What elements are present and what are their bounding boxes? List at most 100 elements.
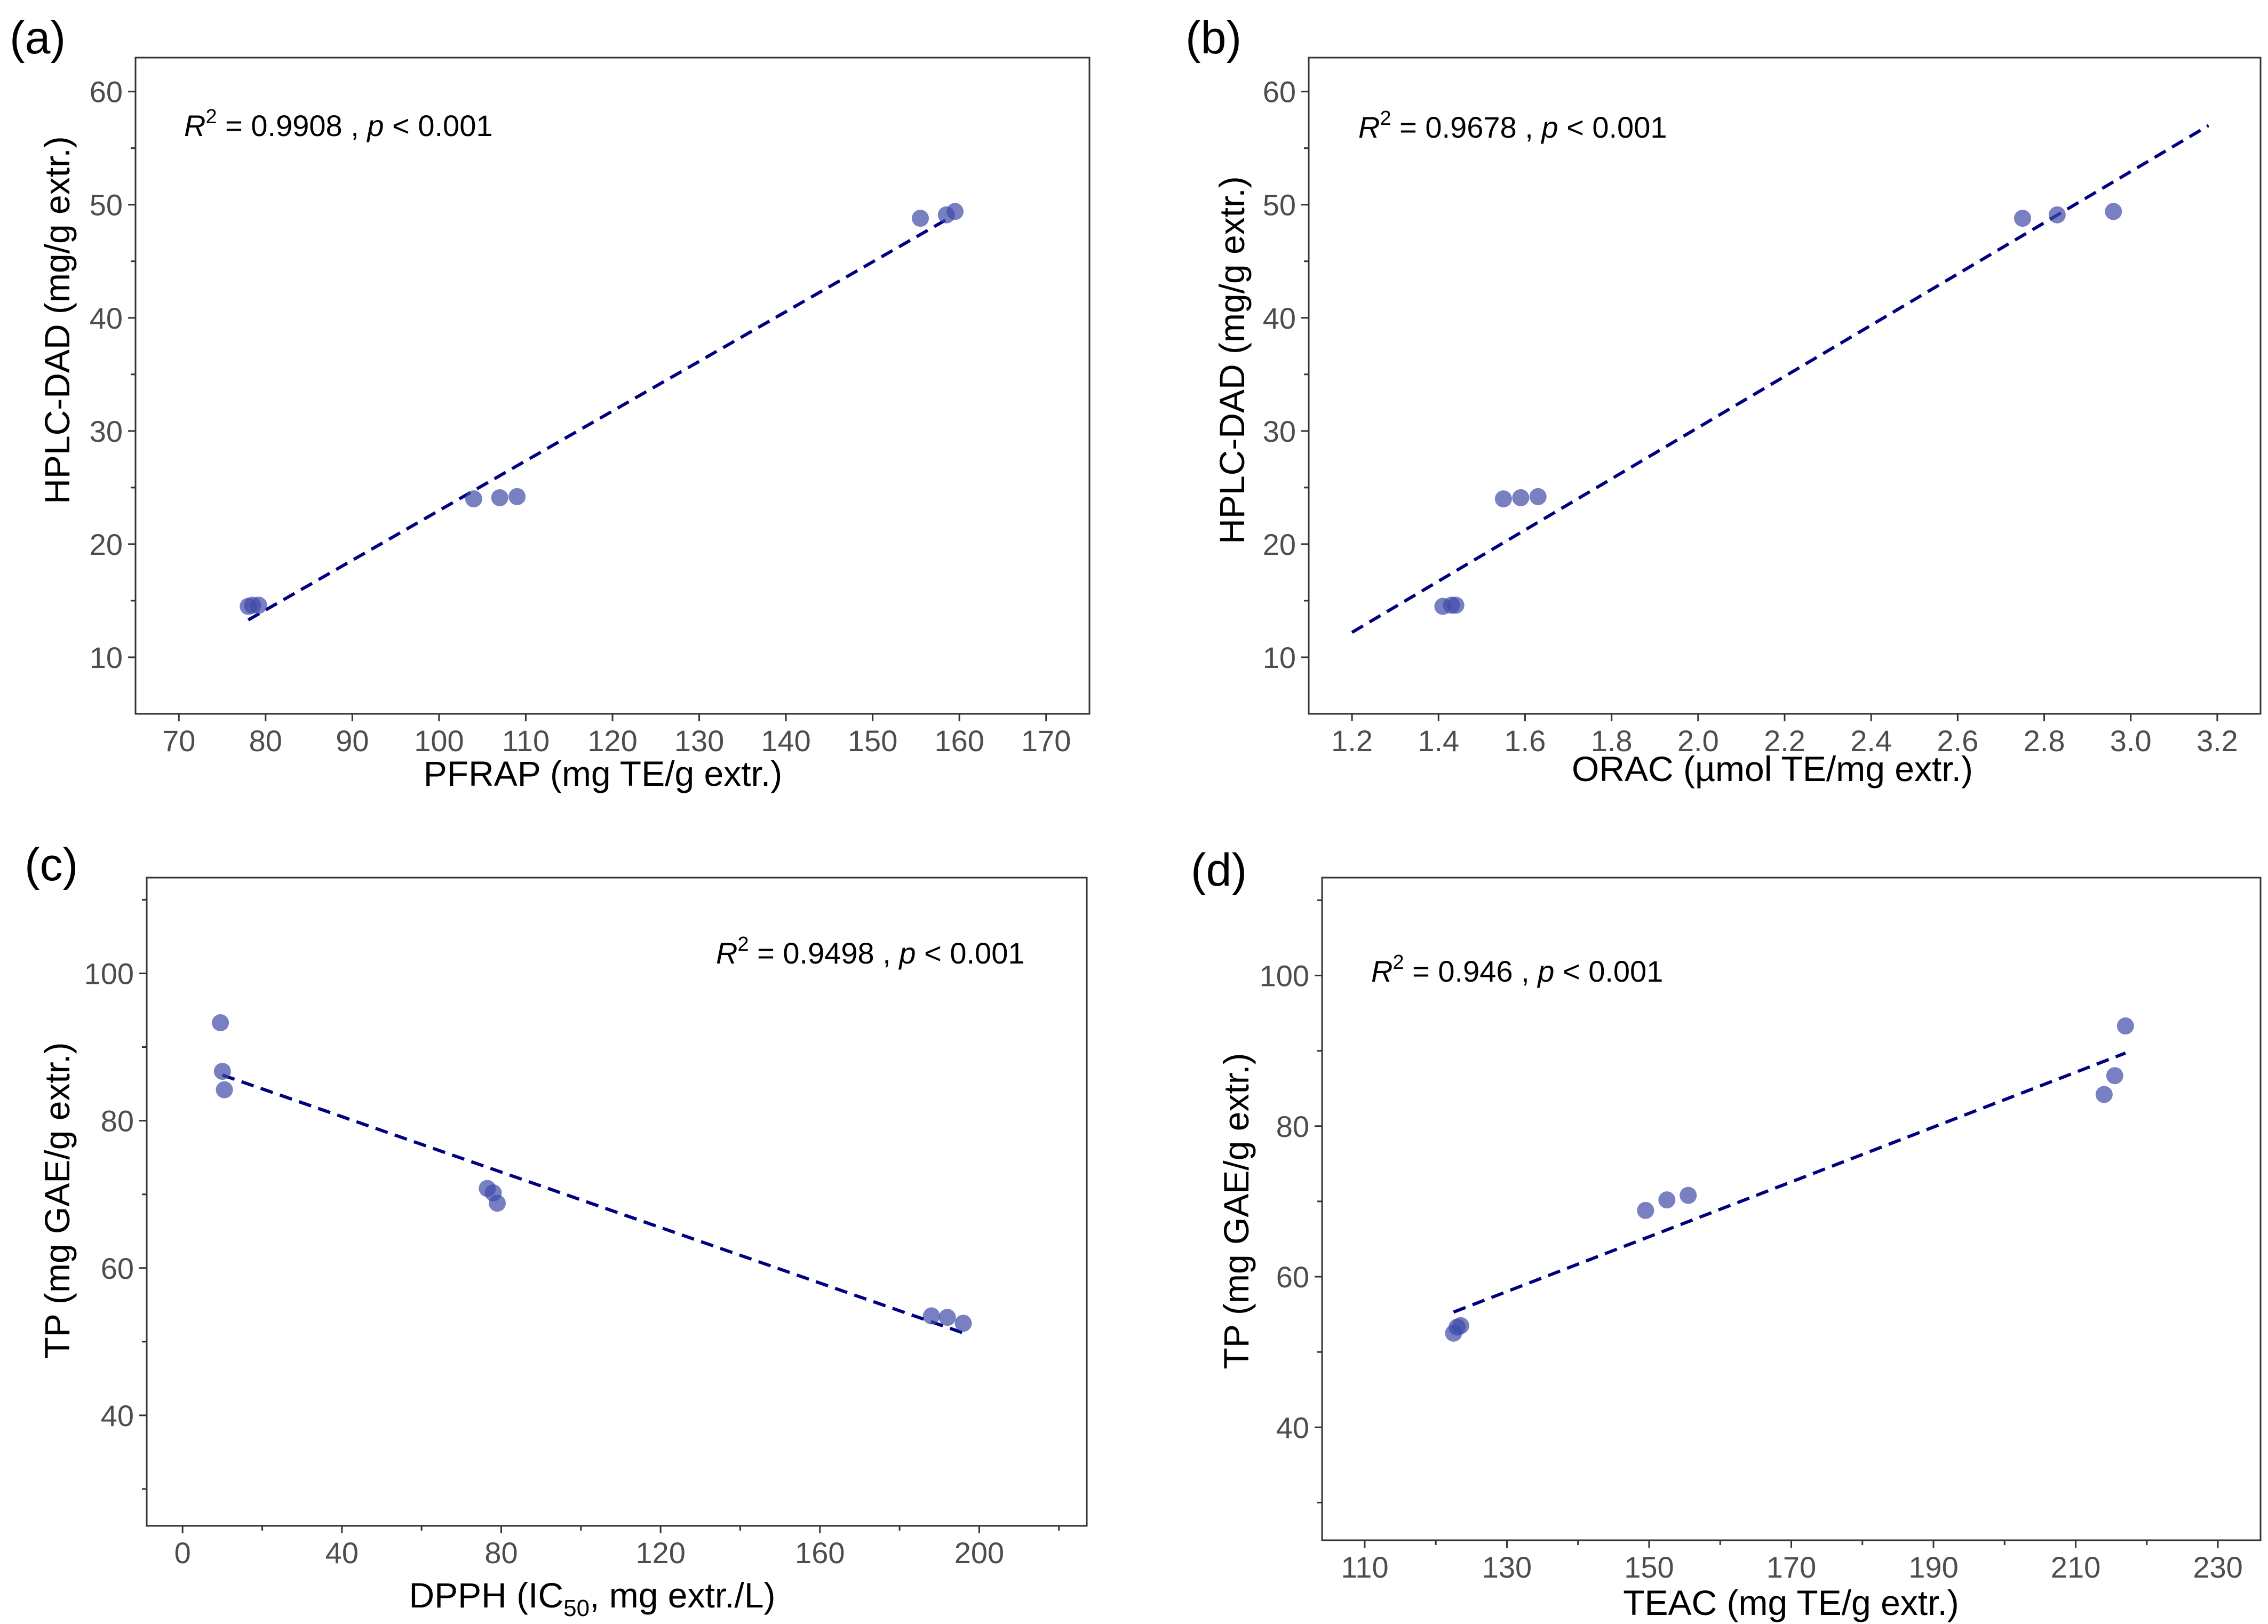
x-axis-title-c: DPPH (IC50, mg extr./L) xyxy=(409,1575,775,1621)
x-axis-d: 110 130 150 170 190 210 230 xyxy=(1341,1540,2243,1584)
data-point-d-6 xyxy=(2095,1086,2113,1103)
data-point-d-5 xyxy=(1680,1187,1697,1204)
x-tick-label-d-1: 130 xyxy=(1482,1550,1532,1584)
data-point-a-2 xyxy=(250,596,267,614)
x-tick-label-d-0: 110 xyxy=(1341,1550,1388,1584)
r2-value-a: = 0.9908 , xyxy=(217,109,368,142)
y-tick-label-b-5: 60 xyxy=(1263,75,1296,109)
x-axis-title-a: PFRAP (mg TE/g extr.) xyxy=(424,754,782,793)
data-point-b-6 xyxy=(2014,210,2031,227)
data-point-c-5 xyxy=(489,1195,506,1212)
x-tick-label-b-0: 1.2 xyxy=(1331,724,1373,758)
data-point-c-7 xyxy=(938,1309,956,1326)
p-value-a: < 0.001 xyxy=(384,109,493,142)
y-tick-label-b-4: 50 xyxy=(1263,188,1296,222)
data-point-b-4 xyxy=(1512,489,1530,506)
x-tick-label-b-4: 2.0 xyxy=(1677,724,1719,758)
r2-exponent-c: 2 xyxy=(737,933,749,956)
x-tick-label-b-2: 1.6 xyxy=(1505,724,1546,758)
points-d xyxy=(1445,1017,2134,1342)
y-tick-label-c-1: 60 xyxy=(101,1252,134,1285)
r2-exponent-a: 2 xyxy=(205,106,217,128)
fit-layer-c xyxy=(221,1073,968,1336)
fit-line-a xyxy=(247,216,952,622)
x-tick-label-d-5: 210 xyxy=(2051,1550,2100,1584)
x-tick-label-a-8: 150 xyxy=(848,724,897,758)
x-tick-label-d-4: 190 xyxy=(1908,1550,1958,1584)
x-axis-title-c-sub: 50 xyxy=(563,1595,590,1621)
p-value-c: < 0.001 xyxy=(916,936,1025,970)
x-tick-label-a-7: 140 xyxy=(761,724,810,758)
x-tick-label-d-2: 150 xyxy=(1624,1550,1674,1584)
points-a xyxy=(240,203,964,615)
x-tick-label-c-5: 200 xyxy=(954,1536,1004,1570)
fit-layer-b xyxy=(1351,124,2210,634)
y-tick-label-a-1: 20 xyxy=(90,528,123,561)
y-tick-label-b-0: 10 xyxy=(1263,641,1296,674)
data-point-c-1 xyxy=(213,1063,231,1080)
data-point-a-8 xyxy=(946,203,964,220)
data-point-d-8 xyxy=(2116,1017,2134,1035)
x-tick-label-b-7: 2.6 xyxy=(1937,724,1978,758)
r2-value-b: = 0.9678 , xyxy=(1391,110,1542,144)
y-axis-a: 10 20 30 40 50 60 xyxy=(90,75,136,674)
data-point-d-7 xyxy=(2106,1067,2123,1085)
r2-exponent-d: 2 xyxy=(1392,951,1404,974)
panel-label-c: (c) xyxy=(25,839,78,890)
plot-frame-c xyxy=(146,877,1088,1527)
data-point-b-5 xyxy=(1529,488,1547,505)
data-point-a-3 xyxy=(465,490,482,508)
points-c xyxy=(212,1014,972,1332)
plot-frame-b xyxy=(1308,57,2262,715)
x-tick-label-c-3: 120 xyxy=(635,1536,685,1570)
y-tick-label-d-0: 40 xyxy=(1276,1411,1309,1444)
y-axis-c: 40 60 80 100 xyxy=(84,898,147,1490)
x-tick-label-d-6: 230 xyxy=(2193,1550,2242,1584)
y-tick-label-b-2: 30 xyxy=(1263,415,1296,448)
data-point-b-8 xyxy=(2105,203,2122,220)
y-axis-title-b: HPLC-DAD (mg/g extr.) xyxy=(1212,176,1252,544)
x-tick-label-a-5: 120 xyxy=(587,724,637,758)
panel-label-b: (b) xyxy=(1185,12,1242,63)
r2-symbol-d: R xyxy=(1371,954,1392,988)
fit-line-b xyxy=(1351,124,2210,634)
p-symbol-a: p xyxy=(366,109,384,142)
r2-value-c: = 0.9498 , xyxy=(749,936,900,970)
r2-annotation-a: R2 = 0.9908 , p < 0.001 xyxy=(184,106,493,142)
y-tick-label-a-4: 50 xyxy=(90,188,123,222)
panel-label-a: (a) xyxy=(10,12,66,63)
r2-annotation-d: R2 = 0.946 , p < 0.001 xyxy=(1371,951,1663,988)
p-symbol-b: p xyxy=(1540,110,1558,144)
y-tick-label-a-2: 30 xyxy=(90,415,123,448)
fit-line-d xyxy=(1453,1052,2126,1314)
data-point-d-3 xyxy=(1637,1201,1654,1219)
x-tick-label-a-2: 90 xyxy=(336,724,369,758)
x-tick-label-c-1: 40 xyxy=(325,1536,359,1570)
x-tick-label-a-0: 70 xyxy=(162,724,195,758)
data-point-b-2 xyxy=(1447,596,1465,614)
y-axis-d: 40 60 80 100 xyxy=(1260,899,1322,1503)
data-point-c-8 xyxy=(954,1315,972,1332)
x-tick-label-a-6: 130 xyxy=(674,724,724,758)
x-axis-a: 70 80 90 100 110 120 130 140 150 160 170 xyxy=(162,714,1071,758)
data-point-a-5 xyxy=(508,488,526,505)
y-tick-label-b-1: 20 xyxy=(1263,528,1296,561)
r2-symbol-a: R xyxy=(184,109,205,142)
points-b xyxy=(1434,203,2122,615)
data-point-a-6 xyxy=(912,210,929,227)
y-axis-title-d: TP (mg GAE/g extr.) xyxy=(1216,1053,1256,1370)
data-point-d-2 xyxy=(1452,1317,1469,1334)
x-axis-b: 1.2 1.4 1.6 1.8 2.0 2.2 2.4 2.6 2.8 3.0 3.2 xyxy=(1331,714,2238,758)
plot-frame-a xyxy=(134,57,1091,715)
p-symbol-d: p xyxy=(1537,954,1554,988)
data-point-c-0 xyxy=(212,1014,229,1031)
x-tick-label-b-10: 3.2 xyxy=(2197,724,2238,758)
p-symbol-c: p xyxy=(898,936,916,970)
x-axis-title-b: ORAC (µmol TE/mg extr.) xyxy=(1572,749,1973,789)
data-point-d-4 xyxy=(1658,1191,1676,1209)
y-tick-label-c-2: 80 xyxy=(101,1104,134,1138)
panel-label-d: (d) xyxy=(1191,845,1247,896)
r2-symbol-b: R xyxy=(1358,110,1380,144)
y-tick-label-c-3: 100 xyxy=(84,957,134,990)
x-tick-label-c-4: 160 xyxy=(795,1536,845,1570)
